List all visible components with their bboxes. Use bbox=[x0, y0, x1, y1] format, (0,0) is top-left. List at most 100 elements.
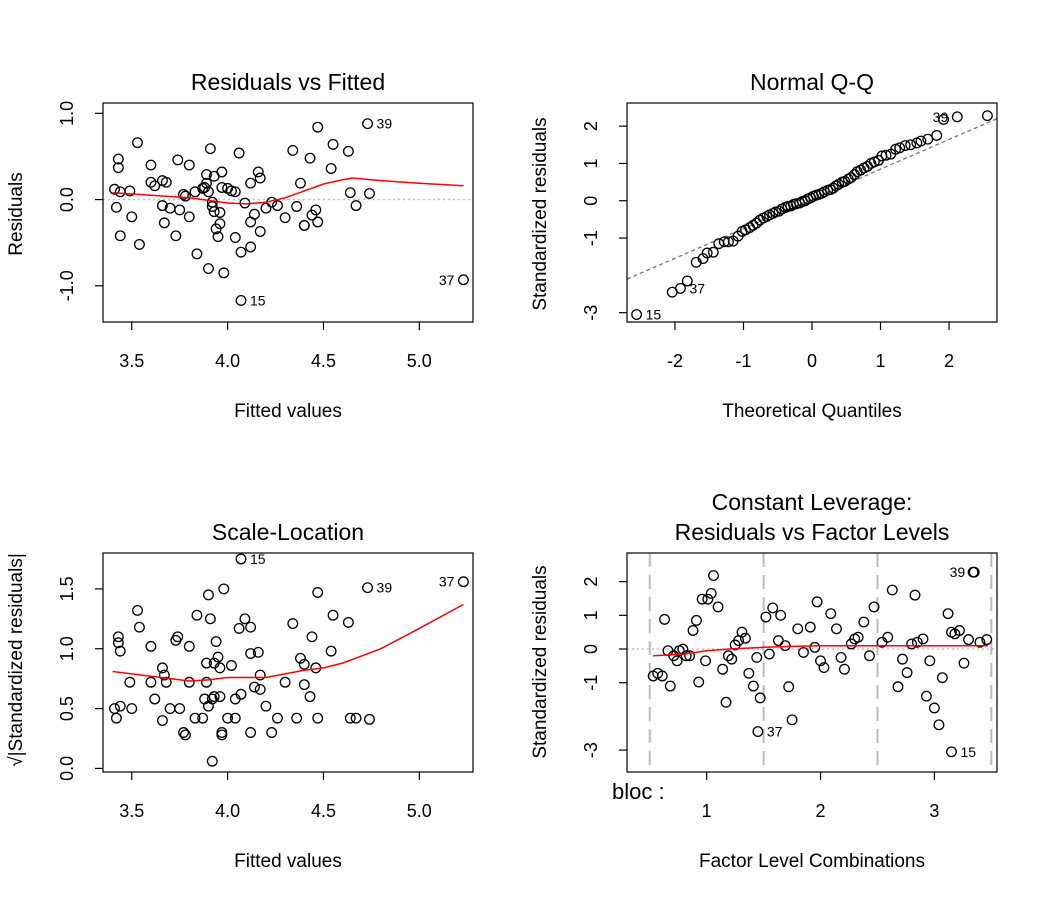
data-point bbox=[953, 625, 965, 636]
data-point bbox=[312, 121, 324, 133]
data-point bbox=[931, 130, 943, 141]
data-point bbox=[968, 566, 980, 578]
data-point bbox=[798, 646, 809, 658]
x-axis-label: Factor Level Combinations bbox=[699, 851, 925, 872]
data-point bbox=[981, 634, 993, 646]
data-point bbox=[312, 216, 324, 228]
data-point bbox=[254, 172, 266, 184]
data-point bbox=[958, 657, 970, 669]
plot-frame bbox=[626, 552, 998, 773]
data-point bbox=[690, 614, 702, 626]
data-point bbox=[325, 645, 337, 657]
data-point bbox=[110, 201, 122, 213]
data-point bbox=[183, 676, 195, 688]
data-point bbox=[928, 702, 940, 714]
data-point bbox=[295, 177, 306, 189]
data-point bbox=[260, 700, 272, 712]
y-tick-label: 0.5 bbox=[57, 696, 77, 721]
data-point bbox=[298, 658, 310, 670]
data-point bbox=[208, 206, 220, 218]
data-point bbox=[245, 177, 257, 189]
data-point bbox=[291, 712, 303, 724]
data-point bbox=[216, 166, 228, 178]
data-point bbox=[736, 626, 748, 638]
data-point bbox=[170, 230, 182, 242]
data-point bbox=[882, 631, 894, 643]
data-point bbox=[773, 205, 785, 217]
data-point bbox=[631, 309, 643, 320]
data-point bbox=[899, 140, 911, 151]
x-tick-label: 3.5 bbox=[119, 801, 144, 821]
data-point bbox=[720, 696, 732, 708]
data-point bbox=[210, 636, 222, 648]
data-point bbox=[145, 676, 157, 688]
data-point bbox=[172, 631, 184, 643]
data-point bbox=[204, 613, 216, 625]
x-tick-label: 4.5 bbox=[311, 351, 336, 371]
data-point bbox=[880, 149, 892, 161]
data-point bbox=[726, 653, 738, 665]
y-axis-label: Standardized residuals bbox=[530, 565, 551, 758]
data-point bbox=[252, 646, 264, 658]
data-point bbox=[799, 195, 811, 207]
panel-title: Normal Q-Q bbox=[750, 69, 874, 95]
x-tick-label: 0 bbox=[807, 351, 817, 371]
y-tick-label: 2 bbox=[581, 577, 601, 587]
data-point bbox=[858, 616, 870, 628]
data-point bbox=[894, 142, 906, 154]
data-point bbox=[235, 246, 247, 258]
data-point bbox=[892, 681, 904, 693]
data-point bbox=[254, 683, 266, 695]
data-point bbox=[179, 729, 191, 741]
data-point bbox=[684, 650, 696, 662]
data-point bbox=[156, 662, 168, 674]
panel-title-line1: Constant Leverage: bbox=[712, 489, 913, 515]
point-label: 37 bbox=[439, 574, 455, 590]
point-label: 15 bbox=[250, 551, 266, 567]
panel-title-line2: Residuals vs Factor Levels bbox=[675, 519, 950, 545]
data-point bbox=[911, 636, 923, 648]
data-point bbox=[659, 613, 671, 625]
data-point bbox=[767, 602, 779, 614]
data-point bbox=[183, 211, 195, 223]
data-point bbox=[145, 159, 157, 171]
data-point bbox=[245, 648, 257, 659]
data-point bbox=[852, 631, 864, 643]
data-point bbox=[126, 211, 138, 223]
data-point bbox=[901, 667, 913, 679]
data-point bbox=[457, 576, 469, 588]
point-label: 39 bbox=[950, 564, 966, 580]
data-point bbox=[245, 241, 257, 253]
data-point bbox=[864, 650, 875, 662]
data-point bbox=[179, 190, 191, 202]
data-point bbox=[260, 202, 272, 214]
data-point bbox=[905, 139, 917, 151]
data-point bbox=[272, 200, 283, 212]
data-point bbox=[702, 593, 714, 605]
data-point bbox=[325, 163, 337, 174]
point-label: 37 bbox=[767, 724, 783, 740]
data-point bbox=[214, 218, 226, 230]
point-label: 39 bbox=[933, 109, 949, 125]
data-point bbox=[287, 618, 299, 630]
data-point bbox=[906, 638, 918, 650]
data-point bbox=[216, 182, 228, 193]
data-point bbox=[760, 611, 772, 623]
data-point bbox=[183, 640, 195, 652]
data-point bbox=[132, 604, 143, 616]
factor-label: bloc : bbox=[612, 779, 665, 804]
x-tick-label: 4.0 bbox=[215, 351, 240, 371]
data-point bbox=[981, 110, 993, 122]
data-point bbox=[112, 162, 124, 174]
data-point bbox=[924, 655, 936, 667]
data-point bbox=[254, 669, 266, 681]
plot-area: 1 2 3 -3 -1 0 1 2 39 15 37 bbox=[581, 552, 998, 821]
data-point bbox=[835, 651, 847, 663]
x-tick-label: 4.0 bbox=[215, 801, 240, 821]
x-tick-label: 1 bbox=[702, 801, 712, 821]
data-point bbox=[942, 608, 954, 620]
data-point bbox=[700, 655, 712, 667]
data-point bbox=[783, 681, 795, 693]
plot-area: 3.5 4.0 4.5 5.0 0.0 0.5 1.0 1.5 15 39 37 bbox=[57, 551, 474, 821]
y-tick-label: 0 bbox=[581, 196, 601, 206]
